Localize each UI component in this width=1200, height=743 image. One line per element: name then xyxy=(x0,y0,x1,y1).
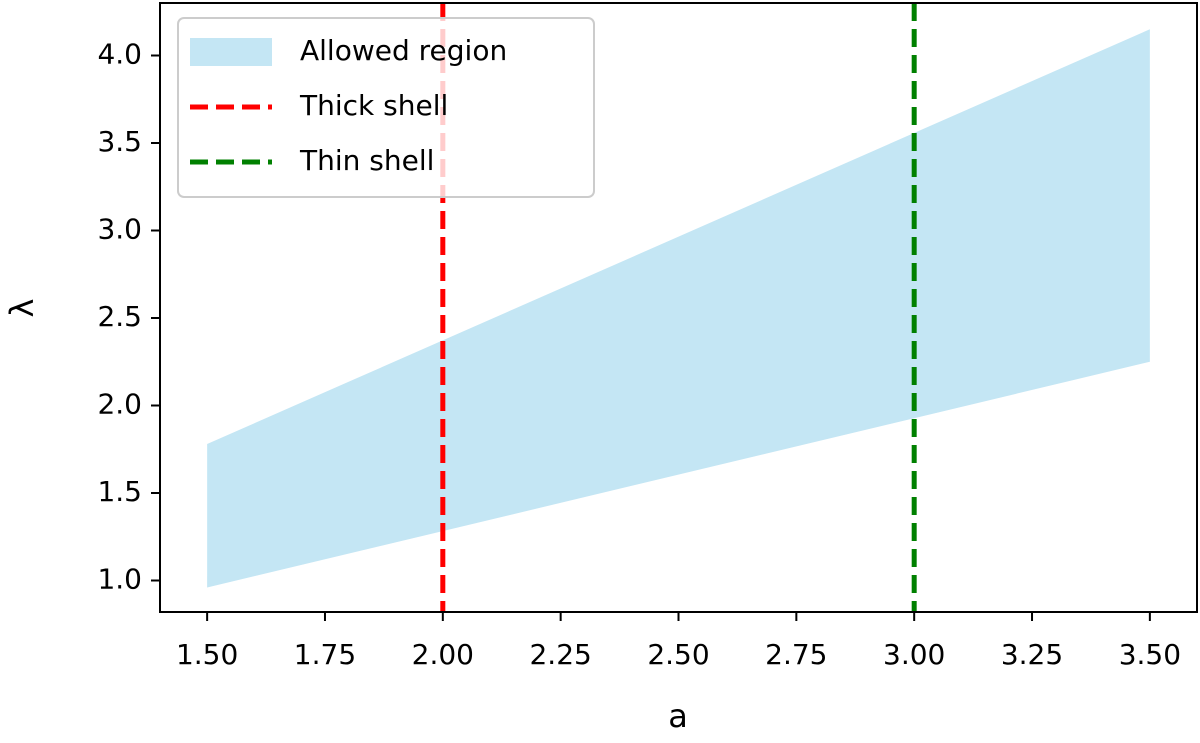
legend-label: Thick shell xyxy=(299,89,448,122)
legend-label: Allowed region xyxy=(300,34,507,67)
x-tick-label: 3.25 xyxy=(1001,638,1063,671)
x-tick-label: 1.75 xyxy=(294,638,356,671)
x-tick-label: 1.50 xyxy=(176,638,238,671)
legend-label: Thin shell xyxy=(299,144,434,177)
x-axis-label: a xyxy=(668,697,688,735)
y-tick-label: 4.0 xyxy=(97,38,142,71)
y-tick-label: 1.0 xyxy=(97,563,142,596)
x-tick-label: 2.75 xyxy=(765,638,827,671)
legend-box xyxy=(177,17,595,198)
y-axis-label: λ xyxy=(3,299,41,318)
legend-swatch xyxy=(190,38,272,66)
x-tick-label: 3.50 xyxy=(1119,638,1181,671)
y-tick-label: 2.5 xyxy=(97,300,142,333)
x-tick-label: 2.25 xyxy=(529,638,591,671)
y-tick-label: 2.0 xyxy=(97,388,142,421)
x-tick-label: 2.50 xyxy=(647,638,709,671)
x-tick-label: 3.00 xyxy=(883,638,945,671)
y-tick-label: 3.0 xyxy=(97,213,142,246)
y-tick-label: 3.5 xyxy=(97,125,142,158)
x-tick-label: 2.00 xyxy=(412,638,474,671)
y-tick-label: 1.5 xyxy=(97,475,142,508)
legend: Allowed region Thick shell Thin shell xyxy=(177,17,595,198)
